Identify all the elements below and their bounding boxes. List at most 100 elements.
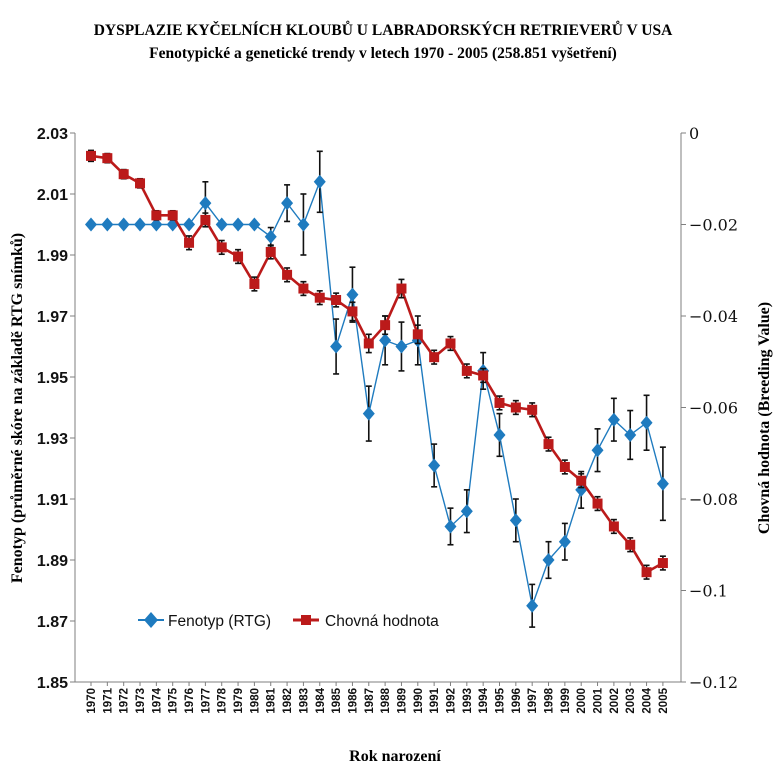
data-point bbox=[86, 150, 96, 161]
x-tick-label: 1979 bbox=[233, 688, 245, 714]
x-tick-label: 1989 bbox=[396, 688, 408, 714]
legend-marker-chovna bbox=[301, 615, 311, 625]
data-point bbox=[249, 278, 260, 289]
data-point bbox=[117, 217, 130, 232]
right-tick-label: 0 bbox=[689, 124, 699, 143]
x-tick-label: 2003 bbox=[625, 688, 637, 714]
x-tick-label: 1983 bbox=[298, 688, 310, 714]
data-point bbox=[331, 294, 342, 305]
right-tick-label: −0.08 bbox=[689, 490, 738, 509]
data-point bbox=[85, 217, 97, 232]
data-point bbox=[493, 427, 506, 442]
data-point bbox=[150, 217, 163, 232]
data-point bbox=[233, 251, 244, 262]
data-point bbox=[527, 404, 538, 415]
data-point bbox=[167, 210, 178, 221]
data-point bbox=[216, 242, 227, 253]
data-point bbox=[558, 534, 571, 549]
left-tick-label: 1.99 bbox=[37, 248, 68, 265]
x-tick-label: 1981 bbox=[266, 687, 278, 713]
data-point bbox=[608, 521, 619, 532]
data-point bbox=[478, 370, 489, 381]
data-point bbox=[264, 229, 277, 244]
right-tick-label: −0.1 bbox=[689, 582, 728, 601]
data-point bbox=[151, 210, 162, 221]
data-point bbox=[380, 320, 391, 331]
x-tick-label: 2001 bbox=[593, 687, 605, 713]
x-tick-label: 1999 bbox=[560, 688, 572, 714]
data-point bbox=[199, 196, 212, 211]
data-point bbox=[624, 427, 637, 442]
data-point bbox=[347, 306, 358, 317]
data-point bbox=[461, 365, 472, 376]
x-tick-label: 1998 bbox=[544, 687, 556, 713]
x-tick-label: 1993 bbox=[462, 688, 474, 714]
right-tick-label: −0.12 bbox=[689, 673, 738, 692]
left-tick-label: 1.95 bbox=[37, 370, 68, 387]
x-axis-title: Rok narození bbox=[349, 748, 441, 765]
x-tick-label: 1976 bbox=[184, 688, 196, 714]
data-point bbox=[298, 283, 309, 294]
x-tick-label: 1987 bbox=[364, 688, 376, 714]
data-point bbox=[526, 598, 539, 613]
data-point bbox=[379, 333, 392, 348]
data-point bbox=[118, 169, 129, 180]
x-tick-label: 1977 bbox=[200, 688, 212, 714]
data-point bbox=[607, 412, 620, 427]
chart-title: DYSPLAZIE KYČELNÍCH KLOUBŮ U LABRADORSKÝ… bbox=[94, 22, 673, 39]
x-tick-label: 1970 bbox=[86, 688, 98, 714]
data-point bbox=[101, 217, 114, 232]
x-tick-label: 1991 bbox=[429, 687, 441, 713]
axes bbox=[70, 132, 686, 686]
data-point bbox=[200, 214, 211, 225]
x-tick-label: 1974 bbox=[151, 687, 163, 713]
right-tick-label: −0.02 bbox=[689, 216, 738, 235]
y-axis-title-left: Fenotyp (průměrné skóre na základě RTG s… bbox=[9, 233, 26, 583]
data-point bbox=[445, 338, 456, 349]
x-tick-label: 1995 bbox=[495, 687, 507, 713]
data-point bbox=[281, 196, 294, 211]
data-point bbox=[183, 217, 196, 232]
data-point bbox=[313, 174, 326, 189]
data-point bbox=[412, 329, 423, 340]
data-point bbox=[215, 217, 228, 232]
left-tick-label: 2.03 bbox=[37, 126, 68, 143]
legend: Fenotyp (RTG) Chovná hodnota bbox=[138, 612, 439, 630]
x-tick-label: 1986 bbox=[347, 688, 359, 714]
data-point bbox=[362, 406, 375, 421]
data-point bbox=[265, 246, 276, 257]
x-tick-label: 1982 bbox=[282, 688, 294, 714]
data-point bbox=[510, 402, 521, 413]
x-tick-label: 1990 bbox=[413, 688, 425, 714]
data-point bbox=[591, 443, 604, 458]
y-axis-title-right: Chovná hodnota (Breeding Value) bbox=[756, 302, 773, 534]
data-point bbox=[509, 513, 522, 528]
data-point bbox=[428, 458, 441, 473]
x-tick-label: 1985 bbox=[331, 687, 343, 713]
series-line bbox=[91, 181, 664, 609]
data-point bbox=[396, 283, 407, 294]
data-point bbox=[460, 504, 473, 519]
x-tick-label: 1996 bbox=[511, 688, 523, 714]
right-tick-label: −0.06 bbox=[689, 399, 738, 418]
data-point bbox=[135, 178, 146, 189]
data-point bbox=[248, 217, 261, 232]
x-tick-label: 1973 bbox=[135, 688, 147, 714]
x-tick-label: 1984 bbox=[315, 687, 327, 713]
x-tick-label: 2004 bbox=[642, 687, 654, 713]
legend-label-chovna: Chovná hodnota bbox=[325, 613, 439, 630]
data-point bbox=[625, 539, 636, 550]
data-point bbox=[314, 292, 325, 303]
data-point bbox=[184, 237, 195, 248]
right-tick-labels: 0 −0.02 −0.04 −0.06 −0.08 −0.1 −0.12 bbox=[689, 124, 738, 692]
x-tick-label: 1994 bbox=[478, 687, 490, 713]
data-point bbox=[330, 339, 343, 354]
left-tick-label: 1.91 bbox=[37, 492, 68, 509]
x-tick-label: 2002 bbox=[609, 688, 621, 714]
data-point bbox=[657, 558, 668, 569]
left-tick-label: 1.87 bbox=[37, 614, 68, 631]
data-point bbox=[346, 287, 359, 302]
data-point bbox=[559, 461, 570, 472]
left-tick-label: 1.85 bbox=[37, 675, 68, 692]
x-tick-label: 1971 bbox=[102, 687, 114, 713]
